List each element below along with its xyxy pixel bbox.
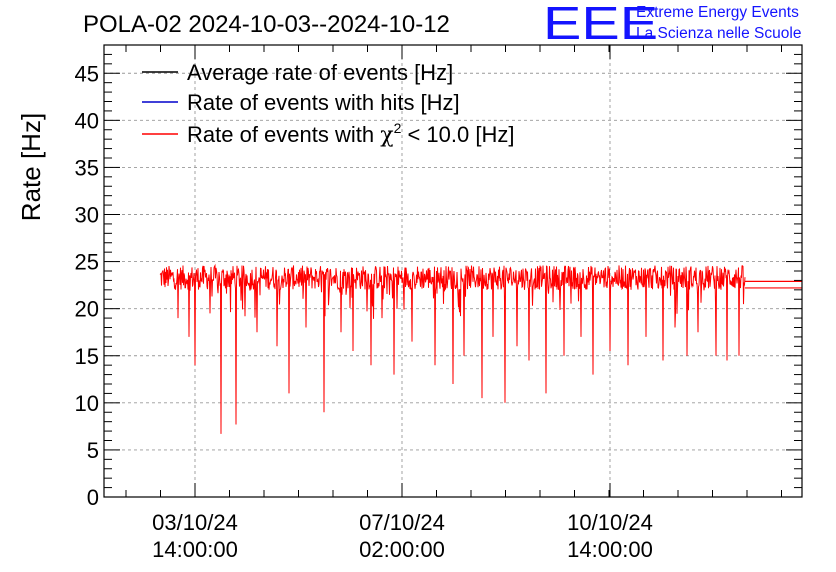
y-tick-label: 15	[75, 344, 99, 369]
y-tick-label: 0	[87, 485, 99, 510]
series-chi2-rate	[159, 263, 746, 434]
eee-logo-mark: EEE	[543, 0, 659, 49]
chart-title: POLA-02 2024-10-03--2024-10-12	[83, 11, 450, 38]
y-tick-label: 5	[87, 438, 99, 463]
logo-line-2: La Scienza nelle Scuole	[636, 25, 802, 42]
y-tick-label: 40	[75, 108, 99, 133]
x-tick-label-date: 10/10/24	[567, 510, 653, 535]
axis-ticks	[104, 45, 802, 498]
x-tick-label-time: 02:00:00	[359, 537, 445, 562]
x-tick-label-date: 03/10/24	[152, 510, 238, 535]
y-tick-labels: 0 5 10 15 20 25 30 35 40 45	[75, 61, 99, 510]
y-tick-label: 10	[75, 391, 99, 416]
series-group	[159, 263, 802, 434]
y-tick-label: 30	[75, 203, 99, 228]
legend-label: Rate of events with χ2 < 10.0 [Hz]	[187, 120, 514, 148]
y-tick-label: 35	[75, 155, 99, 180]
legend: Average rate of events [Hz] Rate of event…	[142, 60, 514, 148]
logo-line-1: Extreme Energy Events	[636, 4, 799, 21]
y-tick-label: 20	[75, 297, 99, 322]
legend-label: Average rate of events [Hz]	[187, 60, 453, 85]
y-tick-label: 25	[75, 250, 99, 275]
x-tick-label-time: 14:00:00	[152, 537, 238, 562]
x-tick-label-time: 14:00:00	[567, 537, 653, 562]
x-tick-labels: 03/10/2414:00:0007/10/2402:00:0010/10/24…	[152, 510, 653, 562]
y-axis-label: Rate [Hz]	[16, 113, 46, 221]
legend-label: Rate of events with hits [Hz]	[187, 90, 460, 115]
y-tick-label: 45	[75, 61, 99, 86]
x-tick-label-date: 07/10/24	[359, 510, 445, 535]
